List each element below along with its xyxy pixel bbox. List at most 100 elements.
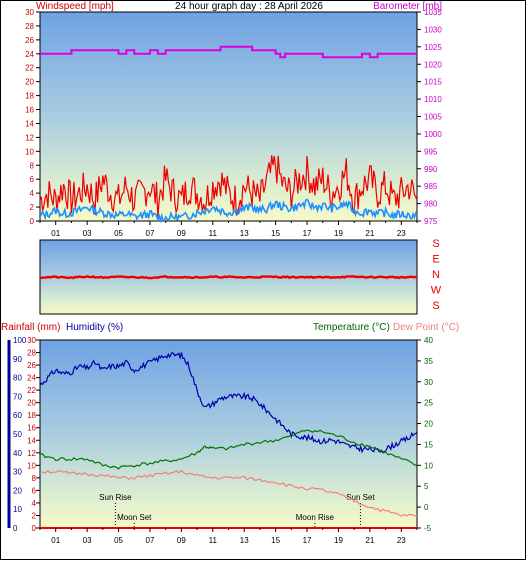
barometer-tick-label: 1015 [424, 78, 442, 87]
rainfall-tick-label: 2 [32, 511, 37, 520]
hour-tick-label: 03 [83, 536, 92, 545]
rainfall-axis-title: Rainfall (mm) [1, 322, 60, 333]
hour-tick-label: 01 [51, 229, 60, 238]
windspeed-tick-label: 18 [25, 92, 34, 101]
windspeed-tick-label: 28 [25, 22, 34, 31]
temp-humidity-plot-area [39, 339, 418, 529]
temperature-tick-label: 25 [424, 399, 433, 408]
humidity-tick-label: 90 [13, 355, 22, 364]
windspeed-tick-label: 20 [25, 78, 34, 87]
annotation-label: Moon Set [117, 513, 152, 522]
hour-tick-label: 21 [365, 536, 374, 545]
chart-title: 24 hour graph day : 28 April 2026 [175, 1, 323, 12]
hour-tick-label: 15 [271, 536, 280, 545]
windspeed-tick-label: 8 [30, 161, 35, 170]
barometer-axis-title: Barometer [mb] [373, 1, 442, 12]
hour-axis-top: 01 03 05 07 09 11 13 15 17 19 21 23 [39, 221, 418, 238]
humidity-tick-label: 70 [13, 392, 22, 401]
barometer-tick-label: 985 [424, 182, 438, 191]
windspeed-tick-label: 6 [30, 175, 35, 184]
rainfall-tick-label: 22 [27, 386, 36, 395]
hour-tick-label: 11 [209, 229, 218, 238]
hour-axis-bottom: 01 03 05 07 09 11 13 15 17 19 21 23 [39, 528, 418, 545]
wind-direction-line [39, 275, 417, 280]
wind-pressure-series [39, 45, 418, 224]
hour-tick-label: 23 [397, 229, 406, 238]
rainfall-tick-label: 10 [27, 461, 36, 470]
barometer-tick-label: 980 [424, 200, 438, 209]
humidity-tick-label: 100 [13, 336, 27, 345]
windspeed-tick-label: 12 [25, 133, 34, 142]
hour-tick-label: 19 [334, 536, 343, 545]
hour-tick-label: 11 [209, 536, 218, 545]
barometer-tick-label: 1005 [424, 113, 442, 122]
temperature-tick-label: 35 [424, 357, 433, 366]
temperature-tick-label: -5 [424, 524, 432, 533]
hour-tick-label: 09 [177, 229, 186, 238]
rainfall-tick-label: 6 [32, 486, 37, 495]
windspeed-tick-label: 10 [25, 147, 34, 156]
temperature-tick-label: 30 [424, 378, 433, 387]
wind-direction-series [39, 275, 417, 280]
direction-label: S [432, 238, 439, 250]
temperature-tick-label: 15 [424, 440, 433, 449]
temperature-axis: -5 0 5 10 15 20 25 30 35 40 [417, 336, 433, 533]
windspeed-tick-label: 22 [25, 64, 34, 73]
temperature-tick-label: 20 [424, 420, 433, 429]
windspeed-tick-label: 4 [30, 189, 35, 198]
windspeed-tick-label: 2 [30, 203, 35, 212]
temperature-tick-label: 0 [424, 503, 429, 512]
barometer-tick-label: 995 [424, 147, 438, 156]
barometer-tick-label: 1025 [424, 43, 442, 52]
humidity-line [39, 351, 418, 454]
windspeed-tick-label: 14 [25, 119, 34, 128]
dewpoint-line [39, 469, 418, 517]
annotation-label: Sun Rise [99, 493, 132, 502]
hour-tick-label: 07 [146, 229, 155, 238]
hour-tick-label: 07 [146, 536, 155, 545]
hour-tick-label: 21 [365, 229, 374, 238]
rainfall-tick-label: 18 [27, 411, 36, 420]
hour-tick-label: 19 [334, 229, 343, 238]
average-windspeed-line [39, 198, 418, 224]
temperature-tick-label: 40 [424, 336, 433, 345]
windspeed-tick-label: 0 [30, 217, 35, 226]
annotation-label: Sun Set [346, 493, 375, 502]
barometer-tick-label: 990 [424, 165, 438, 174]
humidity-axis-title: Humidity (%) [66, 322, 123, 333]
hour-tick-label: 17 [303, 536, 312, 545]
hour-tick-label: 15 [271, 229, 280, 238]
barometer-tick-label: 1035 [424, 8, 442, 17]
rainfall-tick-label: 20 [27, 399, 36, 408]
windspeed-tick-label: 24 [25, 50, 34, 59]
hour-tick-label: 03 [83, 229, 92, 238]
temperature-tick-label: 10 [424, 461, 433, 470]
rainfall-tick-label: 14 [27, 436, 36, 445]
hour-tick-label: 05 [114, 229, 123, 238]
windspeed-tick-label: 16 [25, 106, 34, 115]
astronomy-annotations: Sun Rise Moon Set Moon Rise Sun Set [99, 493, 375, 528]
humidity-tick-label: 50 [13, 430, 22, 439]
rainfall-tick-label: 30 [27, 336, 36, 345]
annotation-label: Moon Rise [296, 513, 335, 522]
rainfall-tick-label: 4 [32, 499, 37, 508]
hour-tick-label: 05 [114, 536, 123, 545]
hour-tick-label: 17 [303, 229, 312, 238]
rainfall-tick-label: 12 [27, 449, 36, 458]
direction-label: N [432, 269, 440, 281]
rainfall-tick-label: 0 [32, 524, 37, 533]
humidity-tick-label: 10 [13, 505, 22, 514]
direction-label: S [432, 300, 439, 312]
temperature-line [39, 429, 418, 470]
dewpoint-axis-title: Dew Point (°C) [393, 322, 459, 333]
barometer-tick-label: 1020 [424, 60, 442, 69]
rainfall-tick-label: 16 [27, 424, 36, 433]
barometer-tick-label: 975 [424, 217, 438, 226]
hour-tick-label: 01 [51, 536, 60, 545]
humidity-axis: 0 10 20 30 40 50 60 70 80 90 100 [13, 336, 27, 533]
barometer-tick-label: 1010 [424, 95, 442, 104]
